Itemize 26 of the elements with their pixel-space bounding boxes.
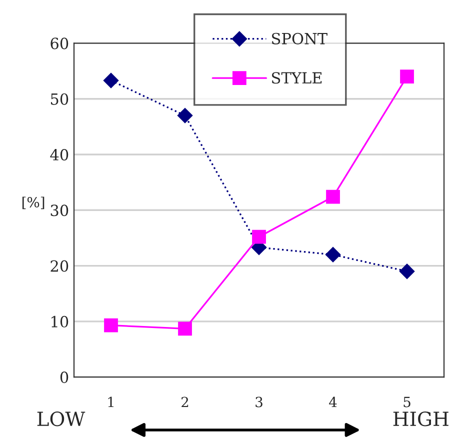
x-tick-label: 1: [108, 396, 114, 408]
point: [177, 108, 193, 124]
point: [104, 318, 118, 332]
point: [103, 72, 119, 88]
text: HIGH: [393, 412, 448, 426]
y-tick-label: 30: [50, 204, 68, 216]
point: [326, 190, 340, 204]
y-tick-label: 40: [50, 148, 68, 161]
y-tick-label: 50: [51, 93, 68, 105]
x-tick-label: 2: [182, 396, 188, 408]
point: [252, 230, 266, 244]
y-tick-label: 60: [50, 38, 68, 50]
x-tick-label: 5: [404, 396, 410, 408]
y-tick-label: 20: [50, 260, 68, 272]
x-tick-label: 4: [329, 396, 337, 408]
point: [400, 70, 414, 84]
legend-label: SPONT: [272, 32, 328, 44]
y-tick-label: 0: [60, 372, 68, 384]
x-tick-label: 3: [256, 396, 262, 408]
legend-label: STYLE: [272, 72, 322, 84]
point: [325, 247, 341, 262]
y-tick-label: 10: [52, 316, 68, 328]
text: LOW: [37, 412, 86, 426]
point: [178, 322, 192, 336]
y-axis-title: [%]: [22, 196, 44, 210]
point: [399, 264, 415, 279]
